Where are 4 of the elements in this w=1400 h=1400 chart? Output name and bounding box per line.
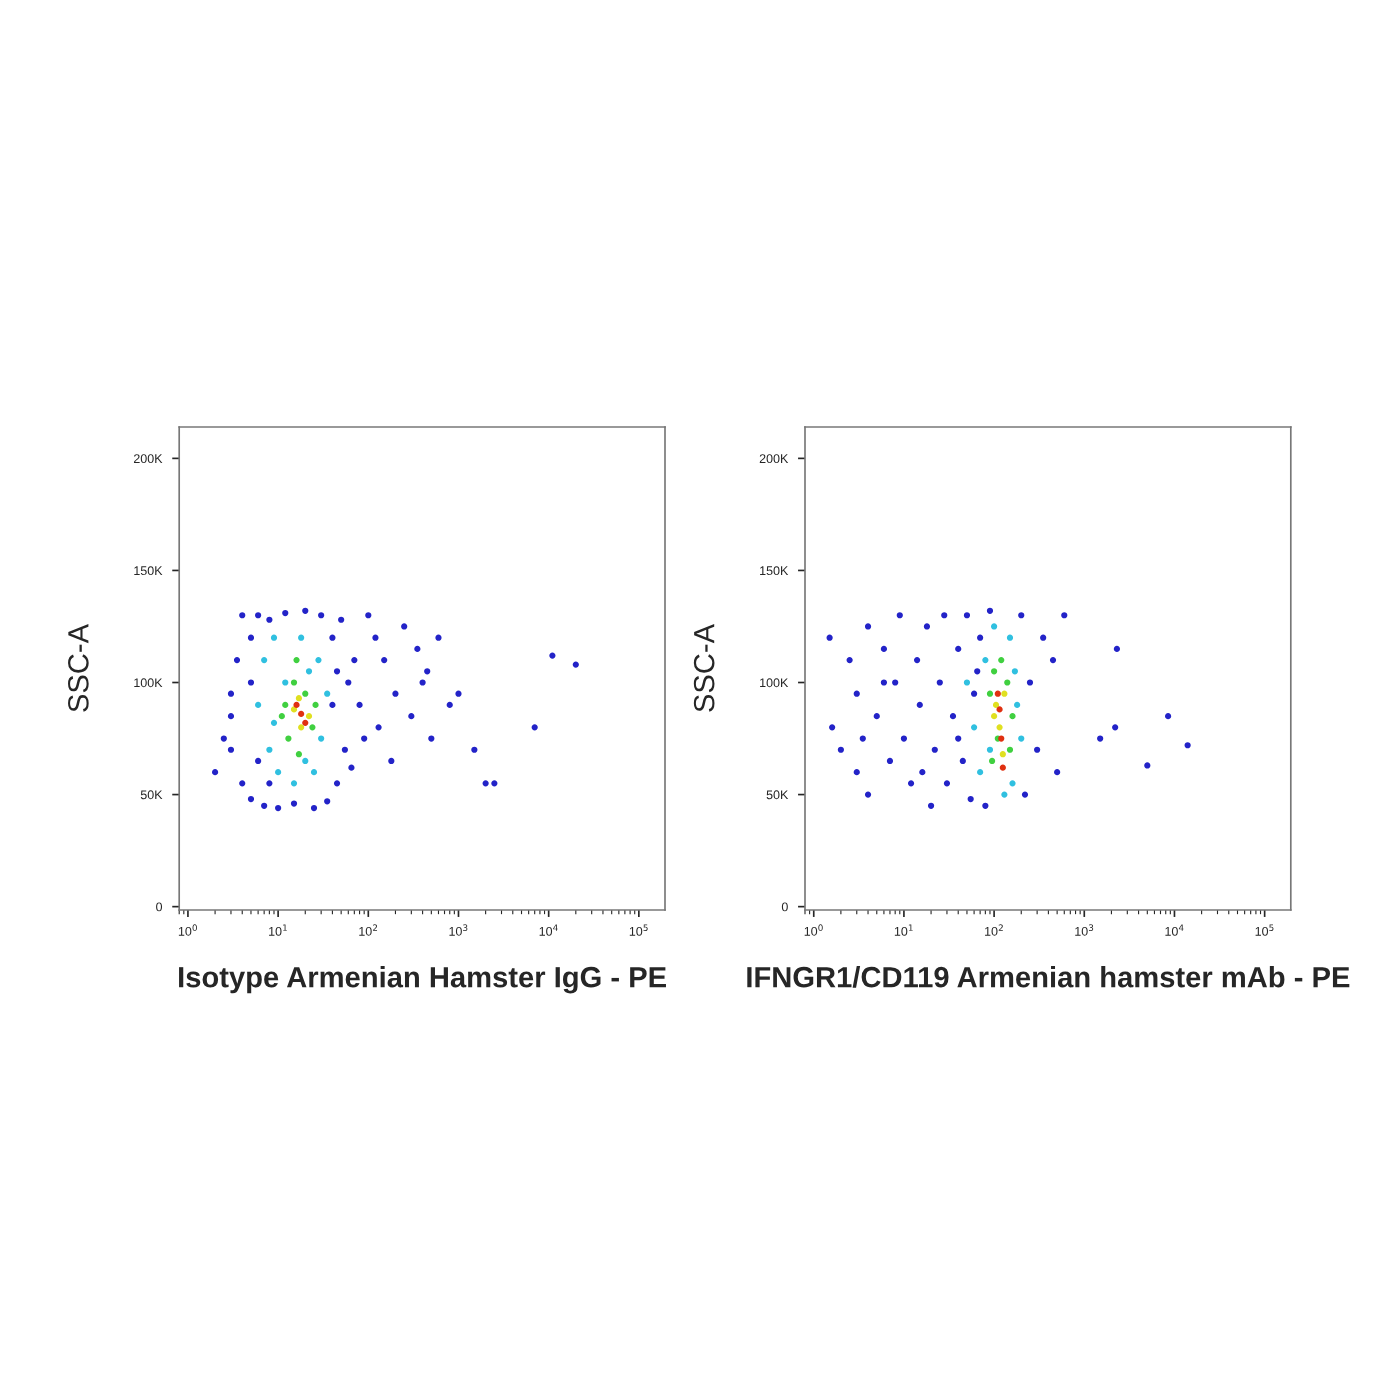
y-axis-title: SSC-A: [68, 623, 89, 712]
x-axis-title: IFNGR1/CD119 Armenian hamster mAb - PE: [747, 966, 1350, 988]
x-axis-title: Isotype Armenian Hamster IgG - PE: [179, 966, 666, 994]
y-axis-title: SSC-A: [693, 623, 715, 712]
